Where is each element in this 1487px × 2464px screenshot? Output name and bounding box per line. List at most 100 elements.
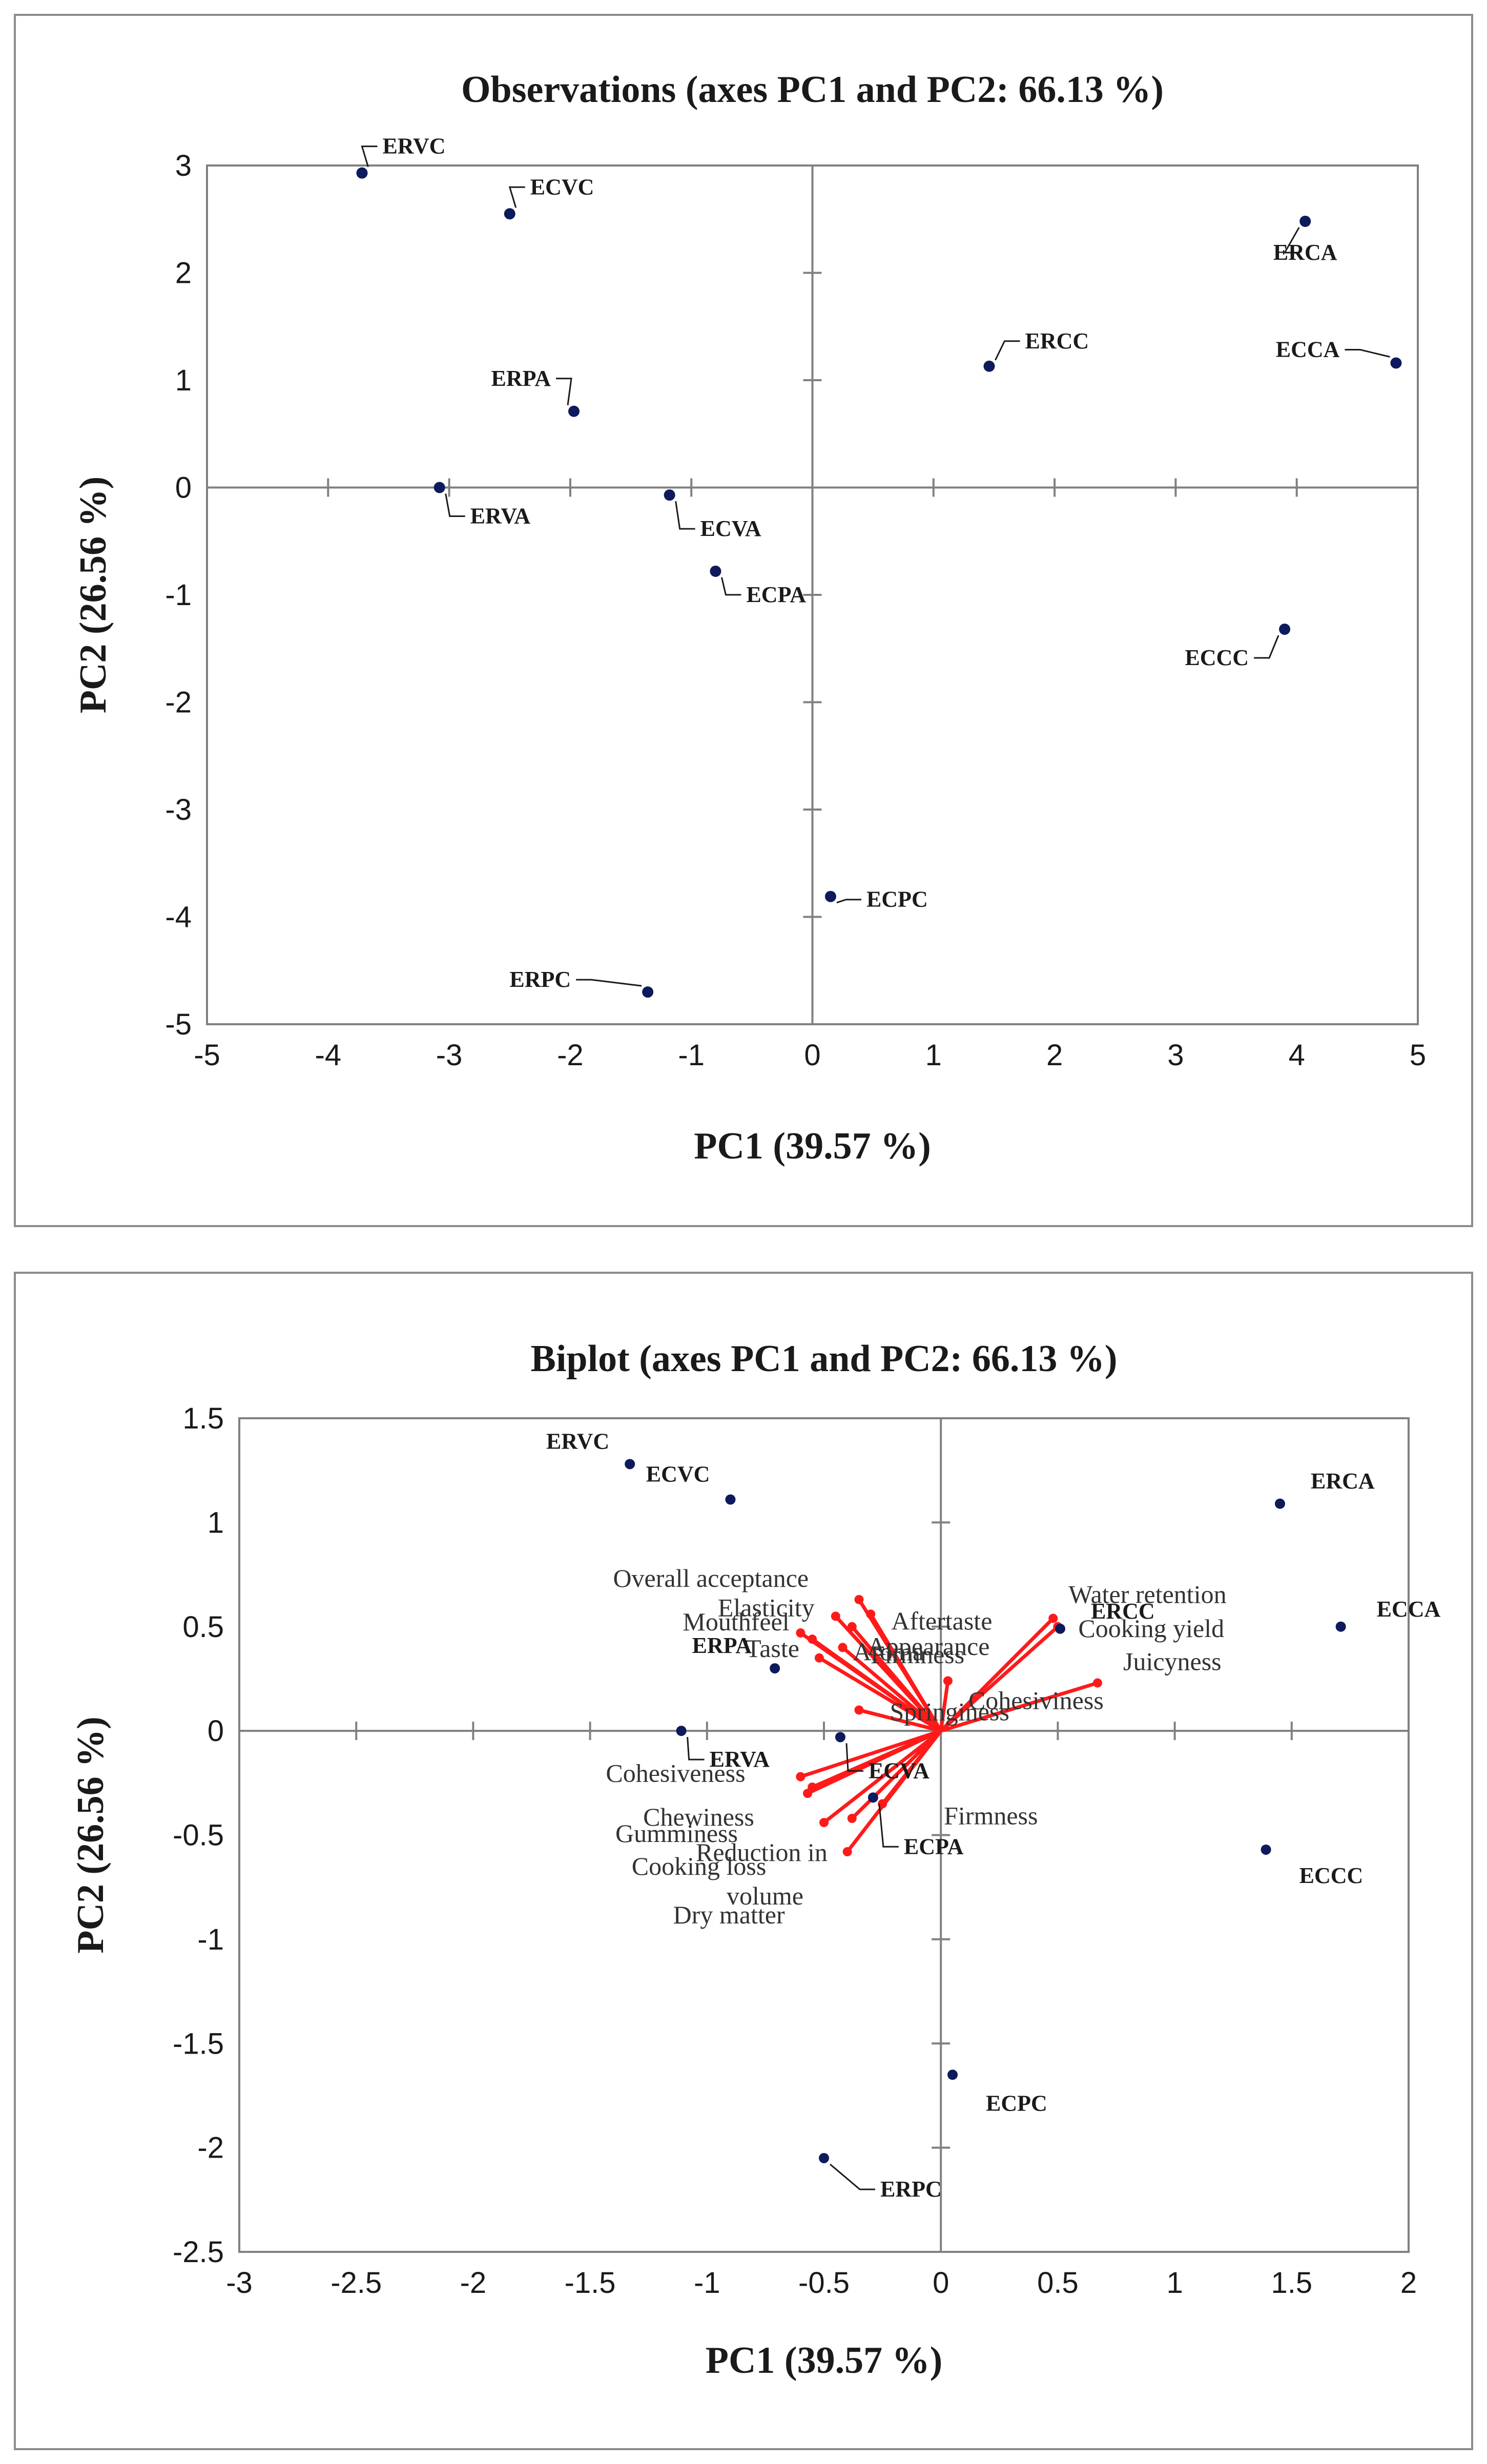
biplot-vector-tip [814,1653,824,1663]
obs-y-tick-label: -4 [165,901,192,934]
obs-x-tick-label: -3 [436,1039,463,1072]
biplot-x-tick-label: -1.5 [565,2266,616,2300]
obs-point-erva [433,482,445,493]
biplot-x-tick-label: -2 [460,2266,487,2300]
obs-point-ecvc [504,208,515,220]
biplot-vector-tip [1048,1613,1058,1623]
obs-x-tick-label: -5 [194,1039,220,1072]
biplot-plot-frame [238,1417,1410,2253]
biplot-vector-label: Firmness [871,1640,964,1669]
obs-y-tick-label: -3 [165,793,192,826]
biplot-point-ecvc [725,1494,736,1505]
biplot-y-tick-label: 0.5 [182,1610,224,1644]
obs-y-tick-label: 3 [175,149,192,182]
biplot-y-tick-label: 1.5 [182,1402,224,1435]
obs-x-axis-label: PC1 (39.57 %) [694,1125,931,1167]
obs-leader-line [1283,227,1300,254]
biplot-vector-line [940,1681,1099,1733]
biplot-vector-tip [838,1643,848,1652]
obs-leader-line [836,899,861,904]
biplot-vector-tip [1092,1678,1102,1688]
obs-leader-line [995,340,1020,361]
obs-leader-line [508,186,525,208]
biplot-point-label: ERVC [546,1428,609,1454]
biplot-leader-line [878,1804,899,1848]
obs-point-label: ERVA [470,504,531,529]
biplot-point-label: ERPC [880,2177,942,2202]
obs-point-label: ERCC [1025,328,1089,354]
biplot-vector-line [869,1613,943,1732]
obs-x-tick-label: 4 [1289,1039,1305,1072]
biplot-vector-label: Water retention [1068,1580,1226,1608]
biplot-vector-line [858,1708,942,1733]
biplot-vector-tip [819,1818,829,1828]
biplot-x-tick-label: -0.5 [798,2266,850,2300]
biplot-point-eccc [1261,1844,1271,1855]
obs-y-tick-label: -5 [165,1008,192,1041]
biplot-vector-label: Overall acceptance [613,1564,809,1592]
biplot-point-label: ECCC [1299,1863,1364,1888]
biplot-leader-line [687,1737,705,1761]
obs-point-ecva [664,489,675,501]
biplot-vector-label: Taste [746,1634,799,1663]
biplot-point-label: ERCC [1091,1599,1155,1624]
biplot-point-ecpc [947,2069,958,2080]
biplot-vector-label: Cohesiviness [968,1686,1104,1715]
biplot-x-tick-label: -3 [226,2266,253,2300]
obs-leader-line [555,378,572,405]
obs-leader-line [361,146,378,168]
biplot-vector-tip [842,1847,852,1857]
obs-leader-line [1345,348,1390,358]
biplot-point-label: ECPC [986,2090,1047,2116]
biplot-vector-label: Cohesiveness [606,1759,745,1788]
biplot-vector-tip [854,1705,864,1715]
biplot-point-ecva [835,1732,845,1743]
obs-point-erpa [568,405,580,417]
obs-leader-line [675,501,695,530]
obs-x-tick-label: 1 [925,1039,942,1072]
obs-leader-line [576,979,642,987]
biplot-vector-line [851,1729,942,1820]
biplot-vector-label: Firmness [944,1801,1038,1830]
biplot-leader-line [830,2163,875,2190]
obs-y-axis-label: PC2 (26.56 %) [72,477,114,713]
obs-point-label: ECPA [746,582,806,607]
biplot-x-tick-label: 1.5 [1271,2266,1312,2300]
biplot-vector-label: Aroma [853,1637,924,1666]
biplot-point-erpa [770,1663,780,1674]
biplot-y-tick-label: -0.5 [173,1819,224,1852]
biplot-point-erva [676,1726,687,1736]
biplot-x-tick-label: -1 [694,2266,720,2300]
biplot-x-tick-label: 1 [1166,2266,1183,2300]
biplot-vector-line [800,1729,942,1778]
biplot-vector-label: Reduction in volume [696,1838,828,1910]
biplot-vector-tip [866,1609,876,1619]
observations-chart: Observations (axes PC1 and PC2: 66.13 %)… [72,69,1426,1167]
biplot-point-ecpa [868,1792,878,1803]
biplot-vector-line [939,1681,950,1731]
biplot-x-tick-label: 0 [933,2266,949,2300]
obs-point-ervc [356,167,368,179]
biplot-vector-label: Dry matter [673,1900,785,1929]
biplot-vector-label: Mouthfeel [683,1607,789,1636]
biplot-chart-title: Biplot (axes PC1 and PC2: 66.13 %) [531,1338,1118,1380]
obs-x-tick-label: 2 [1046,1039,1063,1072]
biplot-y-tick-label: -1.5 [173,2027,224,2060]
biplot-y-tick-label: -1 [197,1923,224,1956]
biplot-vector-line [851,1625,942,1732]
biplot-point-label: ERVA [710,1747,770,1772]
obs-leader-line [445,493,465,517]
obs-leader-line [1254,635,1279,659]
obs-chart-title: Observations (axes PC1 and PC2: 66.13 %) [461,69,1164,111]
biplot-leader-line [845,1743,863,1772]
biplot-chart: Biplot (axes PC1 and PC2: 66.13 %)-3 -2.5… [70,1338,1441,2382]
biplot-vector-tip [847,1813,857,1823]
obs-leader-line [720,577,741,596]
biplot-vector-label: Aftertaste [891,1606,992,1635]
obs-y-tick-label: 0 [175,471,192,505]
obs-point-label: ECCC [1185,645,1249,670]
obs-x-tick-label: 0 [804,1039,820,1072]
biplot-point-ercc [1055,1623,1065,1634]
observations-panel: Observations (axes PC1 and PC2: 66.13 %)… [14,14,1473,1227]
biplot-point-label: ERCA [1311,1468,1375,1494]
